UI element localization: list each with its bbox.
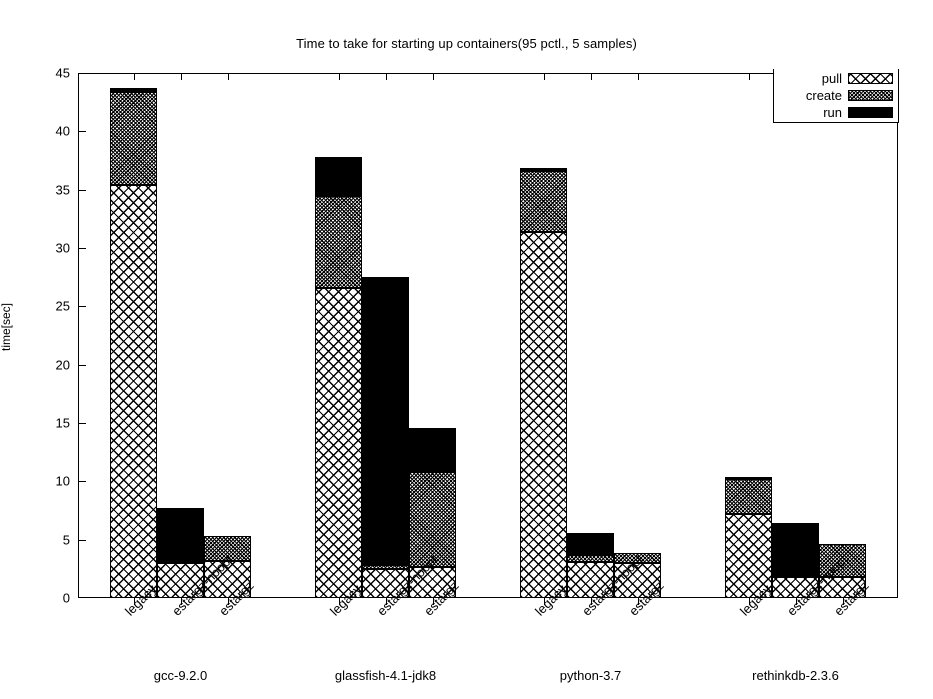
y-tick-label: 5 xyxy=(62,532,70,548)
y-tick-label: 20 xyxy=(55,357,70,373)
bar-segment-pull[interactable] xyxy=(819,577,866,598)
x-tick-mark-top xyxy=(180,73,182,80)
x-tick-mark xyxy=(180,598,182,605)
bar-segment-create[interactable] xyxy=(110,91,157,185)
chart-title: Time to take for starting up containers(… xyxy=(296,36,637,51)
bar-segment-create[interactable] xyxy=(520,171,567,232)
x-tick-mark xyxy=(338,598,340,605)
y-tick-mark xyxy=(78,306,86,308)
x-tick-mark-top xyxy=(748,73,750,80)
bar-segment-pull[interactable] xyxy=(157,563,204,598)
bar-segment-run[interactable] xyxy=(409,427,456,472)
y-tick-label: 0 xyxy=(62,590,70,606)
bar-segment-run[interactable] xyxy=(315,157,362,196)
y-tick-mark xyxy=(78,423,86,424)
legend-item-pull: pull xyxy=(774,70,900,86)
legend-swatch-create xyxy=(848,89,893,101)
legend-label: create xyxy=(805,87,842,103)
bar-segment-run[interactable] xyxy=(520,167,567,171)
bar-segment-pull[interactable] xyxy=(409,566,456,598)
x-group-label: python-3.7 xyxy=(559,668,622,683)
y-tick-label: 30 xyxy=(55,240,70,256)
legend-item-run: run xyxy=(774,104,900,120)
y-tick-mark xyxy=(78,131,86,133)
bar-segment-pull[interactable] xyxy=(110,185,157,598)
x-tick-mark xyxy=(795,598,797,605)
x-tick-mark xyxy=(637,598,639,605)
bar-segment-create[interactable] xyxy=(819,544,866,577)
legend-swatch-run xyxy=(848,106,893,118)
legend-item-create: create xyxy=(774,87,900,103)
bar-segment-run[interactable] xyxy=(362,277,409,566)
x-tick-mark-top xyxy=(543,73,545,80)
bar-segment-create[interactable] xyxy=(204,536,251,561)
x-tick-mark xyxy=(842,598,844,605)
x-tick-mark xyxy=(133,598,135,605)
plot-area xyxy=(78,73,898,598)
x-tick-mark-top xyxy=(590,73,592,80)
legend: pull create run xyxy=(773,69,899,123)
legend-label: pull xyxy=(821,70,842,86)
bar-segment-create[interactable] xyxy=(725,479,772,514)
bar-segment-pull[interactable] xyxy=(315,287,362,598)
y-tick-label: 40 xyxy=(55,123,70,139)
legend-swatch-pull xyxy=(848,72,893,84)
bar-segment-pull[interactable] xyxy=(204,560,251,598)
x-tick-mark-top xyxy=(338,73,340,80)
y-tick-label: 10 xyxy=(55,473,70,489)
bar-segment-create[interactable] xyxy=(614,552,661,563)
bar-segment-create[interactable] xyxy=(315,195,362,288)
y-tick-mark xyxy=(78,248,86,249)
x-tick-mark-top xyxy=(385,73,387,80)
y-tick-mark xyxy=(78,364,86,366)
bar-segment-pull[interactable] xyxy=(362,568,409,598)
x-group-label: gcc-9.2.0 xyxy=(153,668,208,683)
y-tick-mark xyxy=(78,189,86,191)
bar-segment-create[interactable] xyxy=(567,554,614,562)
bar-segment-run[interactable] xyxy=(157,508,204,563)
legend-label: run xyxy=(823,104,842,120)
bar-segment-run[interactable] xyxy=(725,476,772,479)
bar-segment-pull[interactable] xyxy=(725,514,772,598)
x-tick-mark xyxy=(227,598,229,605)
bar-segment-pull[interactable] xyxy=(567,561,614,598)
x-tick-mark xyxy=(590,598,592,605)
x-tick-mark-top xyxy=(637,73,639,80)
bar-segment-run[interactable] xyxy=(110,88,157,92)
y-tick-label: 25 xyxy=(55,298,70,314)
x-tick-mark xyxy=(543,598,545,605)
bar-segment-pull[interactable] xyxy=(772,577,819,598)
y-tick-label: 35 xyxy=(55,182,70,198)
x-group-label: rethinkdb-2.3.6 xyxy=(752,668,839,683)
bar-segment-create[interactable] xyxy=(409,472,456,567)
x-tick-mark xyxy=(432,598,434,605)
x-tick-mark-top xyxy=(432,73,434,80)
bar-segment-create[interactable] xyxy=(362,565,409,569)
x-tick-mark-top xyxy=(133,73,135,80)
x-tick-mark xyxy=(748,598,750,605)
bar-segment-pull[interactable] xyxy=(520,231,567,598)
bar-segment-run[interactable] xyxy=(567,532,614,555)
bar-segment-run[interactable] xyxy=(772,523,819,577)
y-tick-mark xyxy=(78,539,86,541)
bar-segment-pull[interactable] xyxy=(614,563,661,598)
x-tick-mark-top xyxy=(227,73,229,80)
x-tick-mark xyxy=(385,598,387,605)
y-tick-label: 15 xyxy=(55,415,70,431)
y-tick-label: 45 xyxy=(55,65,70,81)
x-group-label: glassfish-4.1-jdk8 xyxy=(334,668,437,683)
y-tick-mark xyxy=(78,481,86,483)
